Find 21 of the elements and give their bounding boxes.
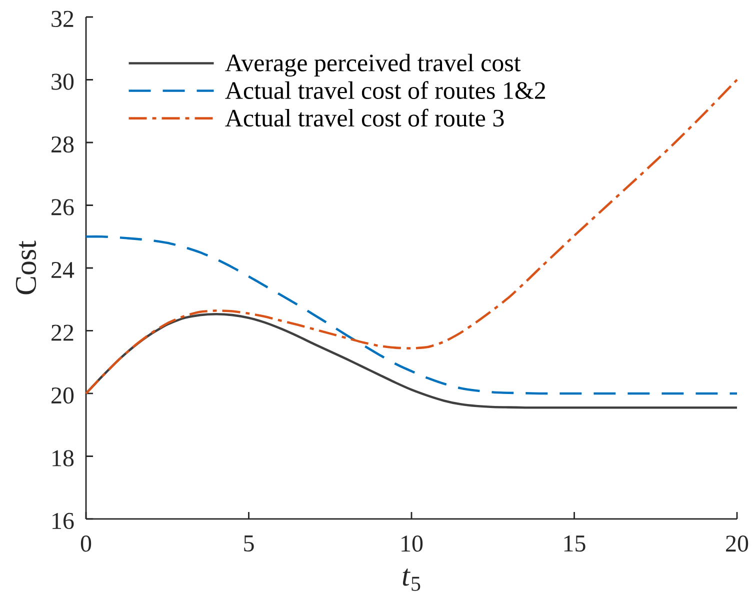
y-tick-label: 26 xyxy=(52,199,74,216)
y-tick-label: 32 xyxy=(52,10,74,28)
y-tick-label: 30 xyxy=(52,74,74,90)
y-tick-label: 22 xyxy=(52,324,74,341)
y-tick-label: 16 xyxy=(52,512,74,530)
x-tick-label: 15 xyxy=(564,536,586,552)
x-tick-label: 20 xyxy=(726,536,748,552)
x-tick-label: 0 xyxy=(80,536,92,552)
y-tick-label: 28 xyxy=(52,136,74,153)
y-axis-title: Cost xyxy=(16,240,36,294)
legend-label: Average perceived travel cost xyxy=(225,54,521,77)
x-tick-label: 5 xyxy=(244,536,254,552)
line-series xyxy=(84,78,738,395)
legend-label: Actual travel cost of route 3 xyxy=(225,108,504,127)
legend-label: Actual travel cost of routes 1&2 xyxy=(225,81,546,100)
y-tick-label: 20 xyxy=(52,387,74,404)
y-tick-label: 18 xyxy=(52,450,74,466)
x-tick-label: 10 xyxy=(402,536,423,552)
line-series xyxy=(84,235,738,395)
y-tick-label: 24 xyxy=(52,262,74,278)
x-axis-title: t$_{5}$ xyxy=(402,568,420,591)
